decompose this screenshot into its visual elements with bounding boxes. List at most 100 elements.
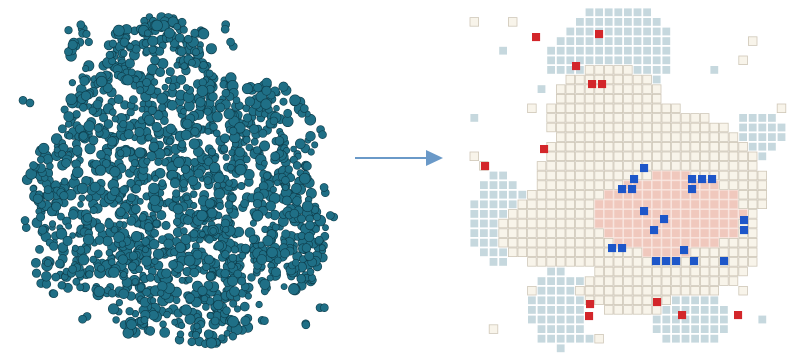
surface-voxel xyxy=(662,56,671,65)
surface-voxel xyxy=(758,133,767,142)
empty-voxel xyxy=(556,133,565,142)
surface-voxel xyxy=(624,56,633,65)
surface-voxel xyxy=(662,46,671,55)
surface-voxel xyxy=(748,142,757,151)
core-voxel xyxy=(720,200,729,209)
empty-voxel xyxy=(739,142,748,151)
empty-voxel xyxy=(681,123,690,132)
empty-voxel xyxy=(614,306,623,315)
surface-voxel xyxy=(643,37,652,46)
core-voxel xyxy=(624,219,633,228)
empty-voxel xyxy=(576,219,585,228)
core-voxel xyxy=(729,190,738,199)
empty-voxel xyxy=(556,162,565,171)
surface-voxel xyxy=(758,152,767,161)
empty-voxel xyxy=(739,56,748,65)
core-voxel xyxy=(691,200,700,209)
empty-voxel xyxy=(614,133,623,142)
surface-voxel xyxy=(624,27,633,36)
empty-voxel xyxy=(748,37,757,46)
empty-voxel xyxy=(604,267,613,276)
core-voxel xyxy=(604,229,613,238)
red-marker xyxy=(734,311,742,319)
empty-voxel xyxy=(691,152,700,161)
empty-voxel xyxy=(720,142,729,151)
surface-voxel xyxy=(556,56,565,65)
empty-voxel xyxy=(556,171,565,180)
surface-voxel xyxy=(595,46,604,55)
core-voxel xyxy=(604,200,613,209)
empty-voxel xyxy=(643,286,652,295)
surface-voxel xyxy=(576,46,585,55)
surface-voxel xyxy=(547,315,556,324)
empty-voxel xyxy=(614,123,623,132)
empty-voxel xyxy=(662,277,671,286)
surface-voxel xyxy=(480,248,489,257)
empty-voxel xyxy=(499,238,508,247)
empty-voxel xyxy=(748,171,757,180)
surface-voxel xyxy=(528,296,537,305)
surface-voxel xyxy=(604,56,613,65)
surface-voxel xyxy=(691,296,700,305)
empty-voxel xyxy=(614,94,623,103)
surface-voxel xyxy=(576,277,585,286)
core-voxel xyxy=(710,210,719,219)
surface-voxel xyxy=(576,334,585,343)
empty-voxel xyxy=(662,286,671,295)
surface-voxel xyxy=(489,200,498,209)
empty-voxel xyxy=(566,142,575,151)
empty-voxel xyxy=(604,277,613,286)
empty-voxel xyxy=(700,277,709,286)
surface-voxel xyxy=(489,229,498,238)
empty-voxel xyxy=(537,229,546,238)
core-voxel xyxy=(652,248,661,257)
empty-voxel xyxy=(624,306,633,315)
empty-voxel xyxy=(739,190,748,199)
core-voxel xyxy=(729,210,738,219)
empty-voxel xyxy=(604,133,613,142)
empty-voxel xyxy=(556,123,565,132)
surface-voxel xyxy=(556,315,565,324)
empty-voxel xyxy=(537,258,546,267)
empty-voxel xyxy=(604,171,613,180)
surface-voxel xyxy=(470,210,479,219)
empty-voxel xyxy=(595,66,604,75)
empty-voxel xyxy=(547,229,556,238)
empty-voxel xyxy=(585,229,594,238)
empty-voxel xyxy=(633,258,642,267)
surface-voxel xyxy=(758,123,767,132)
empty-voxel xyxy=(633,75,642,84)
empty-voxel xyxy=(547,238,556,247)
empty-voxel xyxy=(624,85,633,94)
empty-voxel xyxy=(576,258,585,267)
empty-voxel xyxy=(662,142,671,151)
surface-voxel xyxy=(652,75,661,84)
core-voxel xyxy=(643,181,652,190)
red-marker xyxy=(586,300,594,308)
empty-voxel xyxy=(595,162,604,171)
empty-voxel xyxy=(614,85,623,94)
empty-voxel xyxy=(700,162,709,171)
empty-voxel xyxy=(576,94,585,103)
surface-voxel xyxy=(710,325,719,334)
empty-voxel xyxy=(672,133,681,142)
surface-voxel xyxy=(768,123,777,132)
empty-voxel xyxy=(585,238,594,247)
core-voxel xyxy=(710,238,719,247)
surface-voxel xyxy=(768,133,777,142)
empty-voxel xyxy=(729,267,738,276)
blue-marker xyxy=(660,215,668,223)
core-voxel xyxy=(633,238,642,247)
surface-voxel xyxy=(576,315,585,324)
surface-voxel xyxy=(480,200,489,209)
empty-voxel xyxy=(700,267,709,276)
empty-voxel xyxy=(691,286,700,295)
surface-voxel xyxy=(585,8,594,17)
empty-voxel xyxy=(720,171,729,180)
surface-voxel xyxy=(633,8,642,17)
empty-voxel xyxy=(672,104,681,113)
surface-voxel xyxy=(633,27,642,36)
empty-voxel xyxy=(710,142,719,151)
surface-voxel xyxy=(624,8,633,17)
empty-voxel xyxy=(633,277,642,286)
